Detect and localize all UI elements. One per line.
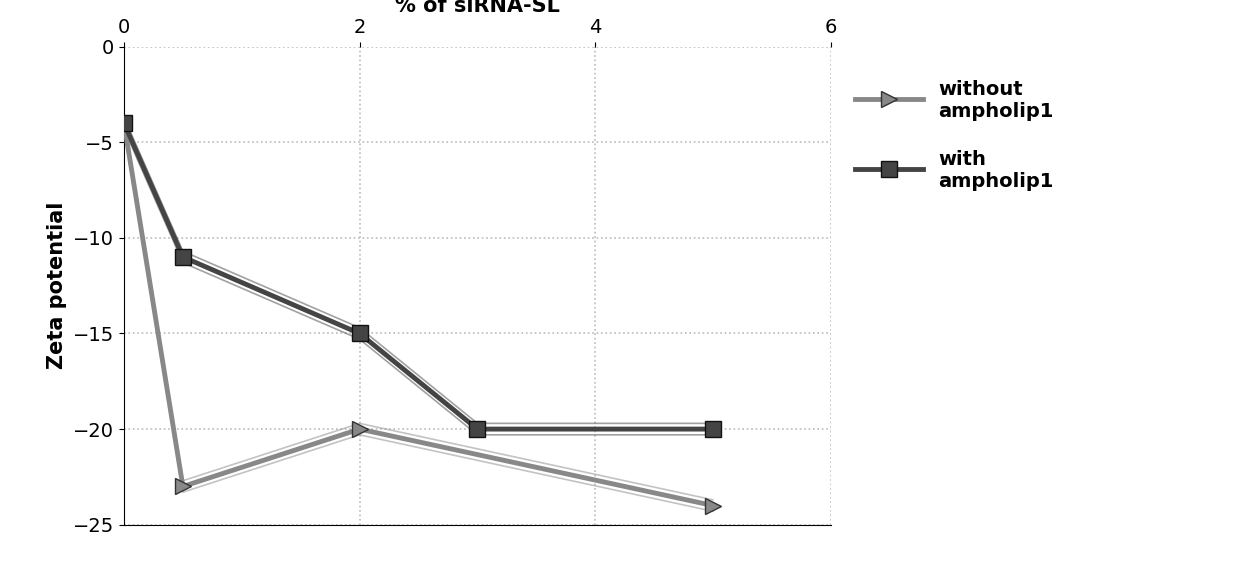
X-axis label: % of siRNA-SL: % of siRNA-SL bbox=[396, 0, 559, 16]
Legend: without
ampholip1, with
ampholip1: without ampholip1, with ampholip1 bbox=[854, 80, 1054, 191]
Y-axis label: Zeta potential: Zeta potential bbox=[47, 202, 67, 370]
